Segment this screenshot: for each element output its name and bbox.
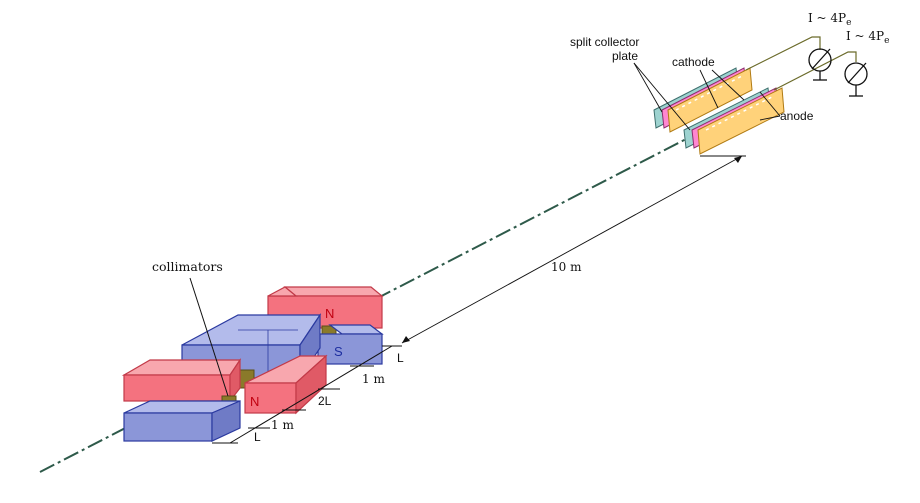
ammeter-2 bbox=[844, 62, 868, 97]
ammeter-1 bbox=[808, 48, 832, 81]
magnet-lower-blue bbox=[123, 400, 241, 442]
dim-10m-arrow-bottom bbox=[402, 336, 410, 343]
pole-n-lower: N bbox=[250, 394, 259, 409]
cathode-label: cathode bbox=[672, 55, 715, 69]
current-label-2-main: I ~ 4P bbox=[846, 29, 884, 43]
split-collector-label-line1: split collector bbox=[570, 35, 639, 49]
dim-l-bottom: L bbox=[254, 430, 261, 444]
collimators-label: collimators bbox=[152, 259, 223, 274]
dim-10m-line bbox=[401, 155, 743, 344]
dim-10m-arrow-top bbox=[734, 156, 742, 163]
dim-10m-label: 10 m bbox=[551, 260, 582, 274]
collector-plates-rear bbox=[653, 67, 753, 133]
current-label-2: I ~ 4Pe bbox=[846, 29, 889, 46]
magnet-upper-blue bbox=[317, 324, 384, 365]
dim-1m-lower: 1 m bbox=[271, 418, 294, 432]
dim-2l: 2L bbox=[318, 394, 332, 408]
anode-label: anode bbox=[780, 109, 814, 123]
collimators-pointer bbox=[189, 277, 229, 397]
current-label-1-subscript: e bbox=[846, 18, 851, 28]
current-label-1: I ~ 4Pe bbox=[808, 11, 851, 28]
dimension-lines bbox=[212, 345, 402, 444]
meter-wires bbox=[745, 36, 857, 91]
current-label-1-main: I ~ 4P bbox=[808, 11, 846, 25]
split-collector-label-line2: plate bbox=[612, 49, 638, 63]
dim-1m-upper: 1 m bbox=[362, 372, 385, 386]
current-label-2-subscript: e bbox=[884, 36, 889, 46]
label-pointers bbox=[633, 62, 781, 131]
dim-l-top: L bbox=[397, 351, 404, 365]
collector-plates-front bbox=[683, 87, 785, 155]
pole-n-upper: N bbox=[325, 306, 334, 321]
pole-s-upper: S bbox=[334, 344, 343, 359]
magnet-lower-red-left bbox=[121, 358, 242, 403]
